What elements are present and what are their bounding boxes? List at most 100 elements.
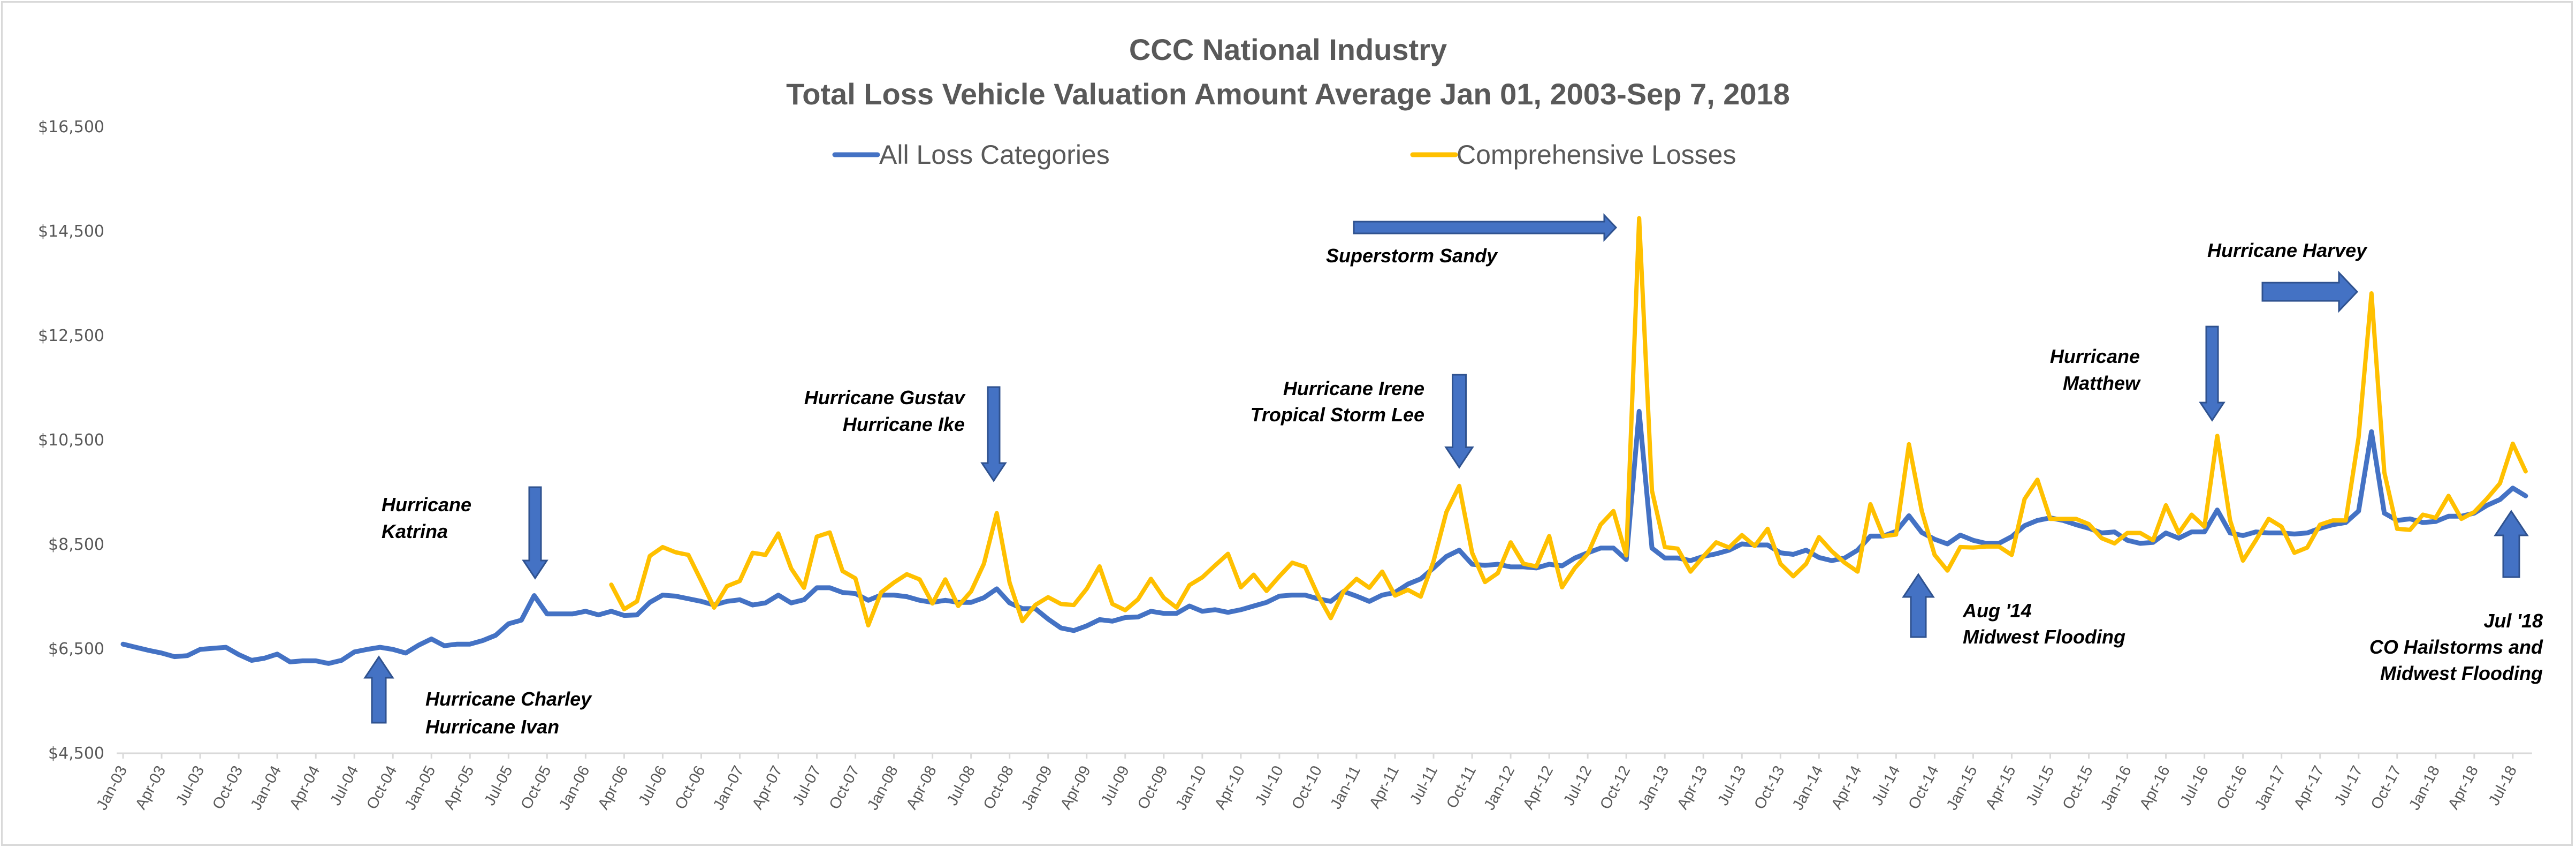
x-tick-label: Jul-07 xyxy=(789,763,824,808)
annotation-gustav-ike: Hurricane Ike xyxy=(843,413,965,435)
x-tick-label: Oct-13 xyxy=(1751,763,1788,812)
x-tick-label: Oct-17 xyxy=(2368,763,2405,812)
x-tick-label: Jan-03 xyxy=(93,763,131,813)
x-tick-label: Apr-11 xyxy=(1366,763,1403,811)
annotation-gustav-ike: Hurricane Gustav xyxy=(804,387,966,408)
x-tick-label: Jul-12 xyxy=(1560,763,1595,808)
x-tick-label: Jul-17 xyxy=(2331,763,2366,808)
x-tick-label: Jul-04 xyxy=(327,763,362,808)
y-tick-label: $12,500 xyxy=(38,327,104,345)
legend-label-all-loss: All Loss Categories xyxy=(879,140,1110,170)
x-tick-label: Apr-10 xyxy=(1211,763,1248,812)
annotations: Hurricane Charley Hurricane Ivan Hurricane… xyxy=(363,213,2543,738)
x-tick-label: Oct-05 xyxy=(517,763,554,812)
arrow-up-icon xyxy=(2494,510,2529,578)
annotation-matthew: Hurricane xyxy=(2050,345,2140,367)
x-tick-label: Jan-16 xyxy=(2098,763,2135,813)
annotation-charley-ivan: Hurricane Charley xyxy=(425,688,592,710)
x-tick-label: Apr-15 xyxy=(1983,763,2019,812)
x-tick-label: Jan-13 xyxy=(1635,763,1672,813)
x-tick-label: Oct-04 xyxy=(363,763,400,812)
y-tick-label: $10,500 xyxy=(38,431,104,450)
x-tick-label: Oct-11 xyxy=(1443,763,1480,811)
x-tick-label: Jan-12 xyxy=(1481,763,1518,813)
x-tick-label: Jan-15 xyxy=(1944,763,1981,813)
x-tick-label: Jul-03 xyxy=(173,763,208,808)
x-tick-label: Apr-13 xyxy=(1674,763,1711,812)
arrow-right-icon xyxy=(2261,270,2359,313)
x-tick-label: Apr-16 xyxy=(2137,763,2174,812)
x-tick-label: Jan-07 xyxy=(710,763,748,813)
x-tick-label: Oct-08 xyxy=(980,763,1017,812)
annotation-katrina: Hurricane xyxy=(382,494,471,516)
x-tick-label: Jan-05 xyxy=(402,763,439,813)
x-tick-label: Apr-14 xyxy=(1828,763,1865,812)
x-tick-label: Oct-10 xyxy=(1289,763,1325,812)
y-tick-label: $14,500 xyxy=(38,222,104,241)
annotation-aug14: Aug '14 xyxy=(1962,600,2032,622)
arrow-down-icon xyxy=(2199,325,2226,422)
chart-title: CCC National Industry xyxy=(1129,33,1447,66)
x-tick-label: Oct-06 xyxy=(672,763,709,812)
series-line-comprehensive-losses xyxy=(609,216,2528,628)
x-tick-label: Oct-03 xyxy=(209,763,246,812)
annotation-jul18: Midwest Flooding xyxy=(2380,662,2543,684)
x-tick-label: Oct-12 xyxy=(1597,763,1634,812)
x-tick-label: Jan-11 xyxy=(1327,763,1364,812)
x-tick-label: Jul-05 xyxy=(481,763,516,808)
annotation-jul18: CO Hailstorms and xyxy=(2369,636,2543,658)
annotation-charley-ivan: Hurricane Ivan xyxy=(425,716,559,738)
x-tick-label: Jan-14 xyxy=(1789,763,1827,813)
x-tick-label: Apr-06 xyxy=(595,763,631,812)
x-axis: Jan-03 Apr-03 Jul-03 Oct-03 Jan-04 Apr-04 Jul-… xyxy=(93,752,2532,813)
y-tick-label: $4,500 xyxy=(48,744,104,763)
x-tick-label: Apr-12 xyxy=(1520,763,1557,812)
x-tick-label: Jan-10 xyxy=(1172,763,1210,813)
x-tick-label: Jan-17 xyxy=(2252,763,2289,813)
x-tick-label: Jul-10 xyxy=(1252,763,1287,808)
x-tick-label: Apr-09 xyxy=(1057,763,1094,812)
series-layer xyxy=(120,216,2528,666)
x-tick-label: Apr-03 xyxy=(132,763,169,812)
x-tick-label: Apr-17 xyxy=(2291,763,2328,812)
annotation-katrina: Katrina xyxy=(382,520,448,542)
x-tick-label: Jan-04 xyxy=(247,763,285,813)
annotation-irene-lee: Tropical Storm Lee xyxy=(1251,404,1424,426)
y-tick-label: $6,500 xyxy=(48,640,104,658)
arrow-down-icon xyxy=(1444,374,1474,469)
arrow-down-icon xyxy=(522,486,548,580)
annotation-aug14: Midwest Flooding xyxy=(1963,626,2125,648)
x-tick-label: Jul-08 xyxy=(943,763,978,808)
x-tick-label: Jan-06 xyxy=(556,763,593,813)
arrow-up-icon xyxy=(363,655,394,724)
arrow-down-icon xyxy=(980,386,1007,482)
annotation-matthew: Matthew xyxy=(2063,372,2141,394)
annotation-harvey: Hurricane Harvey xyxy=(2207,239,2368,261)
x-tick-label: Jul-14 xyxy=(1869,763,1903,808)
x-tick-label: Apr-07 xyxy=(749,763,786,812)
x-tick-label: Jul-09 xyxy=(1098,763,1133,808)
annotation-jul18: Jul '18 xyxy=(2483,610,2543,632)
legend-label-comprehensive: Comprehensive Losses xyxy=(1457,140,1736,170)
y-tick-label: $8,500 xyxy=(48,535,104,554)
x-tick-label: Jul-11 xyxy=(1407,763,1441,807)
y-tick-label: $16,500 xyxy=(38,118,104,137)
x-tick-label: Jan-08 xyxy=(864,763,902,813)
chart-subtitle: Total Loss Vehicle Valuation Amount Aver… xyxy=(786,77,1790,111)
x-tick-label: Oct-14 xyxy=(1905,763,1942,812)
x-tick-label: Jul-13 xyxy=(1714,763,1749,808)
x-tick-label: Jul-16 xyxy=(2177,763,2212,808)
y-axis: $4,500 $6,500 $8,500 $10,500 $12,500 $14,500 $… xyxy=(38,118,104,763)
x-tick-label: Oct-15 xyxy=(2060,763,2097,812)
x-tick-label: Jan-09 xyxy=(1018,763,1056,813)
x-tick-label: Jan-18 xyxy=(2406,763,2443,813)
x-tick-label: Jul-06 xyxy=(635,763,670,808)
series-line-all-loss-categories xyxy=(120,408,2528,666)
annotation-irene-lee: Hurricane Irene xyxy=(1283,377,1424,399)
x-tick-label: Apr-08 xyxy=(903,763,940,812)
x-tick-label: Apr-18 xyxy=(2445,763,2482,812)
x-tick-label: Oct-16 xyxy=(2214,763,2251,812)
x-tick-label: Apr-05 xyxy=(440,763,477,812)
